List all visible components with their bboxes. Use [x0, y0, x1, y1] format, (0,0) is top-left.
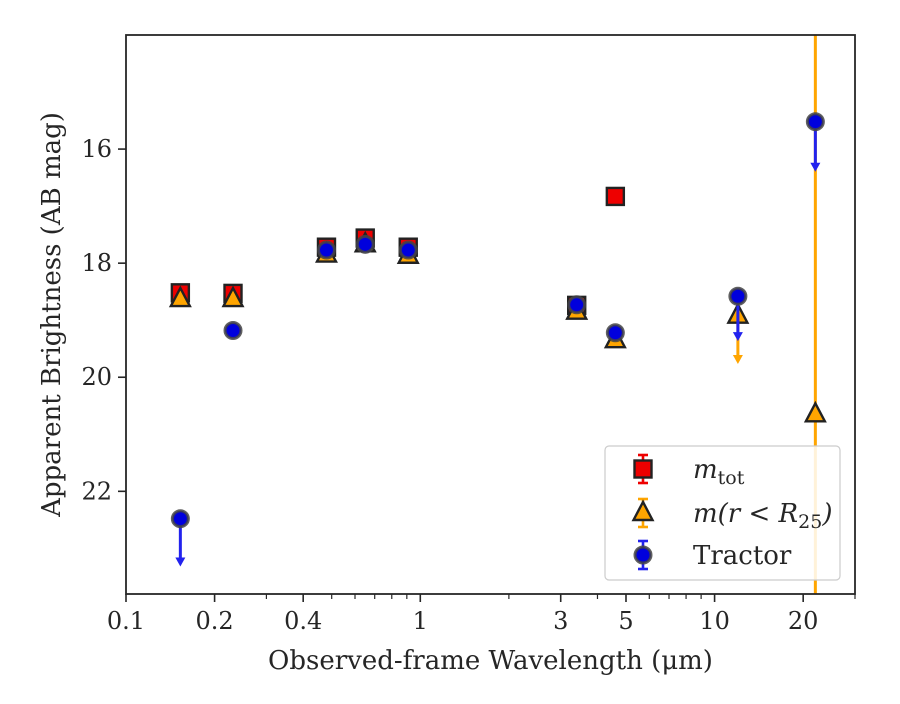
- data-point: [728, 286, 748, 306]
- x-tick-label: 0.4: [284, 607, 322, 635]
- data-point: [605, 186, 626, 207]
- series-square: [170, 186, 626, 316]
- data-point: [223, 320, 243, 340]
- x-tick-label: 10: [699, 607, 730, 635]
- series-circle: [170, 112, 825, 567]
- upper-limit-head: [732, 354, 743, 364]
- data-point: [605, 323, 625, 343]
- plot-frame: [125, 34, 856, 595]
- legend-marker: [633, 545, 653, 565]
- x-tick-label: 0.2: [196, 607, 234, 635]
- x-tick-label: 3: [553, 607, 568, 635]
- legend-label: mtot: [693, 455, 745, 489]
- data-point: [316, 240, 336, 260]
- y-tick-label: 20: [81, 363, 112, 391]
- y-tick-label: 18: [81, 249, 112, 277]
- y-tick-label: 22: [81, 477, 112, 505]
- data-point: [221, 285, 245, 308]
- data-point: [567, 295, 587, 315]
- legend-label: Tractor: [693, 541, 792, 571]
- y-axis-label: Apparent Brightness (AB mag): [37, 112, 67, 518]
- x-tick-label: 5: [618, 607, 633, 635]
- data-point: [355, 234, 375, 254]
- x-tick-label: 0.1: [107, 607, 145, 635]
- data-point: [168, 285, 192, 308]
- legend-entry: Tractor: [633, 539, 792, 571]
- legend: mtot m(r < R25) Tractor: [604, 445, 841, 581]
- upper-limit-head: [732, 332, 743, 342]
- x-tick-label: 1: [413, 607, 428, 635]
- upper-limit-head: [810, 162, 821, 172]
- legend-label: m(r < R25): [693, 499, 832, 533]
- data-point: [805, 112, 825, 132]
- x-tick-label: 20: [788, 607, 819, 635]
- legend-box: [604, 445, 841, 581]
- legend-marker: [633, 459, 653, 479]
- legend-marker: [631, 499, 655, 522]
- x-axis-label: Observed-frame Wavelength (μm): [268, 646, 713, 676]
- data-point: [803, 400, 827, 423]
- data-point: [170, 509, 190, 529]
- legend-entry: mtot: [633, 453, 745, 489]
- legend-entry: m(r < R25): [631, 497, 832, 533]
- series-triangle: [168, 230, 827, 423]
- upper-limit-head: [175, 557, 186, 567]
- y-tick-label: 16: [81, 135, 112, 163]
- data-point: [398, 240, 418, 260]
